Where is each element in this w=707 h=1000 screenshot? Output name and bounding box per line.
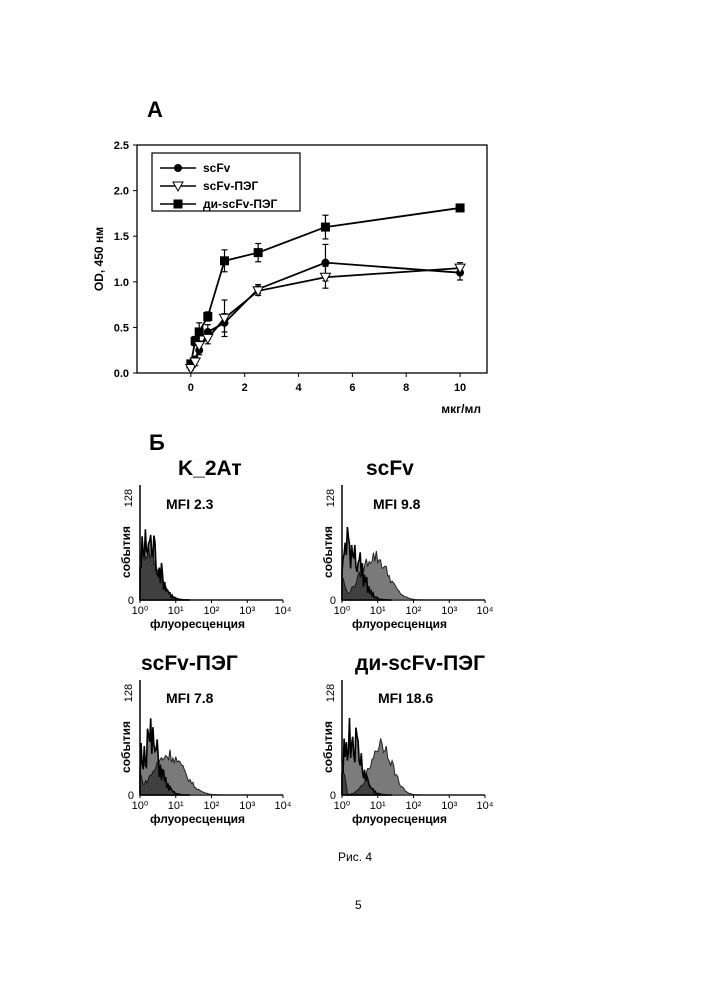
x-tick-label: 4 [295, 382, 302, 394]
x-tick-label: 10³ [441, 605, 457, 617]
y-tick-label: 0.5 [114, 322, 129, 334]
y-tick-label: 2.0 [114, 186, 129, 198]
x-axis-label: флуоресценция [352, 617, 447, 631]
data-point [321, 223, 330, 232]
y-axis-label: события [321, 721, 335, 773]
x-tick-label: 8 [403, 382, 409, 394]
x-tick-label: 0 [188, 382, 194, 394]
y-tick-label: 0.0 [114, 368, 129, 380]
x-tick-label: 2 [242, 382, 248, 394]
series-1 [186, 263, 465, 374]
chart-legend: scFv scFv-ПЭГ ди-scFv-ПЭГ [152, 153, 300, 211]
y-tick-label: 0 [330, 595, 336, 607]
hist-title-scfv: scFv [366, 457, 414, 481]
x-tick-label: 10⁰ [132, 605, 149, 617]
data-point [321, 259, 329, 267]
panel-b-label: Б [149, 430, 165, 456]
legend-marker [174, 164, 182, 172]
x-tick-label: 10¹ [168, 605, 184, 617]
legend-label: ди-scFv-ПЭГ [203, 197, 278, 211]
histogram-scfv: 10⁰ 10¹ 10² 10³ 10⁴ 0 128 события флуоресценция [312, 480, 502, 640]
y-tick-label: 0 [128, 595, 134, 607]
figure-caption: Рис. 4 [338, 850, 372, 864]
x-tick-label: 10 [454, 382, 466, 394]
x-tick-label: 10² [204, 800, 220, 812]
legend-label: scFv-ПЭГ [203, 179, 259, 193]
x-tick-label: 6 [349, 382, 355, 394]
y-tick-label: 2.5 [114, 140, 129, 152]
y-axis-label: события [119, 721, 133, 773]
y-axis-label: события [321, 526, 335, 578]
y-axis-label: события [119, 526, 133, 578]
y-tick-label: 128 [123, 489, 135, 507]
histogram-di-scfv-peg: 10⁰ 10¹ 10² 10³ 10⁴ 0 128 события флуоресценция [312, 675, 502, 835]
x-tick-label: 10¹ [370, 605, 386, 617]
x-axis-label: флуоресценция [150, 812, 245, 826]
hist-title-di-scfv-peg: ди-scFv-ПЭГ [355, 652, 485, 676]
y-tick-label: 1.0 [114, 277, 129, 289]
y-tick-label: 128 [325, 489, 337, 507]
x-tick-label: 10⁴ [275, 605, 292, 617]
x-axis-label: флуоресценция [150, 617, 245, 631]
x-tick-label: 10⁰ [132, 800, 149, 812]
data-point [456, 203, 465, 212]
x-tick-label: 10⁰ [334, 800, 351, 812]
histogram-scfv-peg: 10⁰ 10¹ 10² 10³ 10⁴ 0 128 события флуоресценция [110, 675, 300, 835]
x-tick-label: 10³ [239, 800, 255, 812]
x-axis-label: флуоресценция [352, 812, 447, 826]
x-tick-label: 10² [204, 605, 220, 617]
x-tick-label: 10⁰ [334, 605, 351, 617]
y-tick-label: 0 [330, 790, 336, 802]
legend-marker [174, 200, 183, 209]
hist-title-scfv-peg: scFv-ПЭГ [141, 652, 238, 676]
x-tick-label: 10³ [239, 605, 255, 617]
x-tick-label: 10¹ [370, 800, 386, 812]
x-tick-label: 10⁴ [477, 800, 494, 812]
data-point [254, 248, 263, 257]
y-tick-label: 128 [123, 684, 135, 702]
hist-title-k2at: K_2Ат [178, 457, 242, 481]
data-point [220, 256, 229, 265]
x-tick-label: 10² [406, 605, 422, 617]
control-histogram [140, 529, 190, 600]
x-tick-label: 10¹ [168, 800, 184, 812]
x-axis-label: мкг/мл [441, 402, 481, 416]
y-axis-label: OD, 450 нм [92, 227, 106, 291]
page-number: 5 [355, 898, 362, 912]
x-tick-label: 10³ [441, 800, 457, 812]
y-tick-label: 128 [325, 684, 337, 702]
x-tick-label: 10⁴ [275, 800, 292, 812]
histogram-k2at: 10⁰ 10¹ 10² 10³ 10⁴ 0 128 события флуоресценция [110, 480, 300, 640]
legend-label: scFv [203, 161, 231, 175]
data-point [195, 327, 204, 336]
x-tick-label: 10⁴ [477, 605, 494, 617]
line-chart: 0.0 0.5 1.0 1.5 2.0 2.5 0 2 4 6 8 10 scFv scFv-ПЭГ ди… [0, 0, 707, 420]
x-tick-label: 10² [406, 800, 422, 812]
y-tick-label: 0 [128, 790, 134, 802]
y-tick-label: 1.5 [114, 231, 129, 243]
data-point [203, 312, 212, 321]
